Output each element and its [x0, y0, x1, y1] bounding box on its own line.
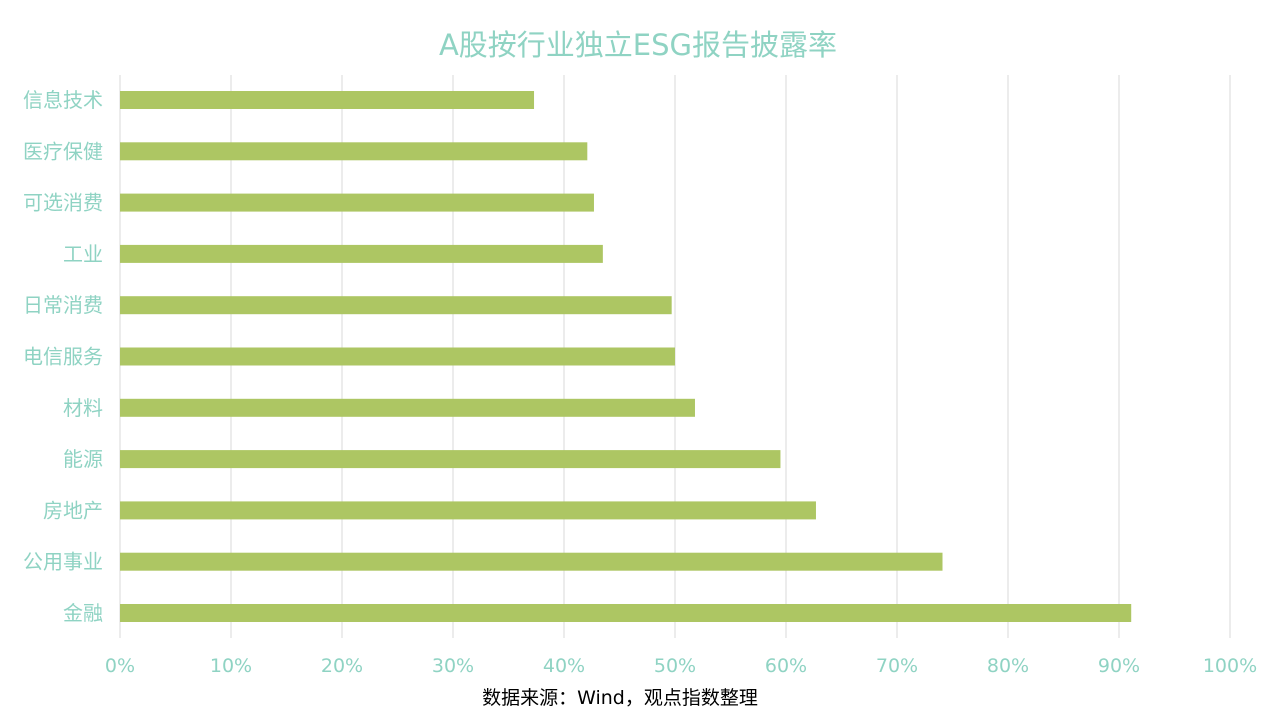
category-label-1: 信息技术 — [23, 88, 103, 112]
source-note: 数据来源：Wind，观点指数整理 — [482, 687, 758, 709]
category-label-2: 医疗保健 — [23, 139, 103, 163]
category-label-4: 工业 — [63, 242, 103, 266]
category-label-5: 日常消费 — [23, 293, 103, 317]
category-label-10: 公用事业 — [23, 550, 103, 574]
bars — [120, 91, 1132, 622]
chart-title: A股按行业独立ESG报告披露率 — [439, 28, 837, 62]
x-axis-tick-labels: 0% 10% 20% 30% 40% 50% 60% 70% 80% 90% 100% — [105, 655, 1257, 677]
bar-9 — [120, 501, 816, 520]
bar-7 — [120, 398, 695, 417]
bar-6 — [120, 347, 675, 366]
bar-3 — [120, 193, 594, 212]
bar-11 — [120, 604, 1132, 622]
bar-2 — [120, 142, 588, 161]
x-tick-label-100: 100% — [1203, 655, 1257, 677]
bar-1 — [120, 91, 535, 109]
category-label-9: 房地产 — [43, 498, 103, 522]
bar-4 — [120, 244, 603, 263]
x-tick-label-80: 80% — [987, 655, 1029, 677]
category-label-3: 可选消费 — [23, 191, 103, 215]
x-tick-label-40: 40% — [543, 655, 585, 677]
x-tick-label-50: 50% — [654, 655, 696, 677]
category-label-6: 电信服务 — [23, 345, 103, 369]
bar-8 — [120, 450, 781, 469]
x-tick-label-20: 20% — [321, 655, 363, 677]
bar-5 — [120, 296, 672, 315]
x-tick-label-70: 70% — [876, 655, 918, 677]
bar-10 — [120, 552, 943, 571]
category-label-11: 金融 — [63, 601, 103, 625]
x-tick-label-10: 10% — [210, 655, 252, 677]
category-label-8: 能源 — [63, 447, 103, 471]
category-label-7: 材料 — [63, 396, 103, 420]
x-tick-label-0: 0% — [105, 655, 135, 677]
x-tick-label-90: 90% — [1098, 655, 1140, 677]
x-tick-label-30: 30% — [432, 655, 474, 677]
x-tick-label-60: 60% — [765, 655, 807, 677]
